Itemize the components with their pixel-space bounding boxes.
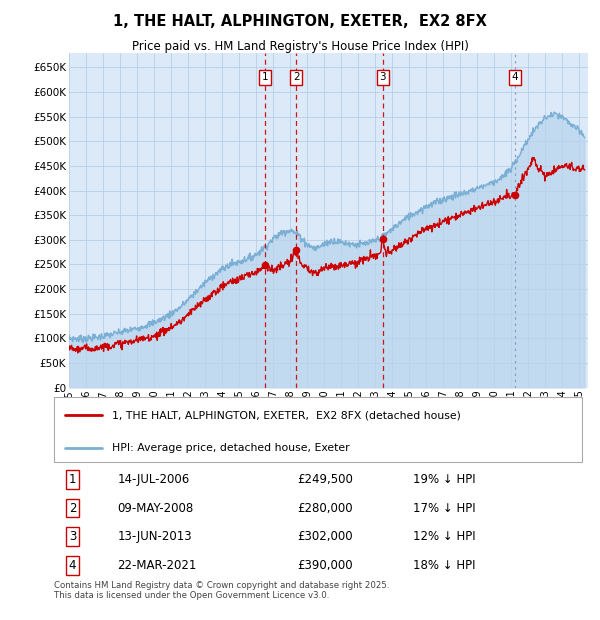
Text: 2: 2 — [293, 73, 299, 82]
Text: 13-JUN-2013: 13-JUN-2013 — [118, 530, 192, 543]
Text: 18% ↓ HPI: 18% ↓ HPI — [413, 559, 476, 572]
Text: 2: 2 — [69, 502, 76, 515]
Text: £302,000: £302,000 — [297, 530, 353, 543]
Text: 1: 1 — [262, 73, 269, 82]
Text: 3: 3 — [69, 530, 76, 543]
Text: 19% ↓ HPI: 19% ↓ HPI — [413, 473, 476, 486]
FancyBboxPatch shape — [54, 397, 582, 462]
Text: 09-MAY-2008: 09-MAY-2008 — [118, 502, 194, 515]
Text: 3: 3 — [379, 73, 386, 82]
Text: Contains HM Land Registry data © Crown copyright and database right 2025.
This d: Contains HM Land Registry data © Crown c… — [54, 581, 389, 600]
Text: 14-JUL-2006: 14-JUL-2006 — [118, 473, 190, 486]
Text: 1, THE HALT, ALPHINGTON, EXETER,  EX2 8FX: 1, THE HALT, ALPHINGTON, EXETER, EX2 8FX — [113, 14, 487, 29]
Text: 1, THE HALT, ALPHINGTON, EXETER,  EX2 8FX (detached house): 1, THE HALT, ALPHINGTON, EXETER, EX2 8FX… — [112, 410, 461, 420]
Text: £280,000: £280,000 — [297, 502, 353, 515]
Text: 4: 4 — [69, 559, 76, 572]
Text: HPI: Average price, detached house, Exeter: HPI: Average price, detached house, Exet… — [112, 443, 350, 453]
Text: Price paid vs. HM Land Registry's House Price Index (HPI): Price paid vs. HM Land Registry's House … — [131, 40, 469, 53]
Text: 1: 1 — [69, 473, 76, 486]
Text: £249,500: £249,500 — [297, 473, 353, 486]
Text: 4: 4 — [512, 73, 518, 82]
Text: £390,000: £390,000 — [297, 559, 353, 572]
Text: 22-MAR-2021: 22-MAR-2021 — [118, 559, 197, 572]
Text: 12% ↓ HPI: 12% ↓ HPI — [413, 530, 476, 543]
Text: 17% ↓ HPI: 17% ↓ HPI — [413, 502, 476, 515]
